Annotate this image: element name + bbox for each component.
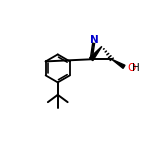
Text: O: O [127,63,135,73]
Polygon shape [112,59,125,68]
Polygon shape [90,46,102,61]
Text: N: N [90,35,98,45]
Text: H: H [132,63,140,73]
